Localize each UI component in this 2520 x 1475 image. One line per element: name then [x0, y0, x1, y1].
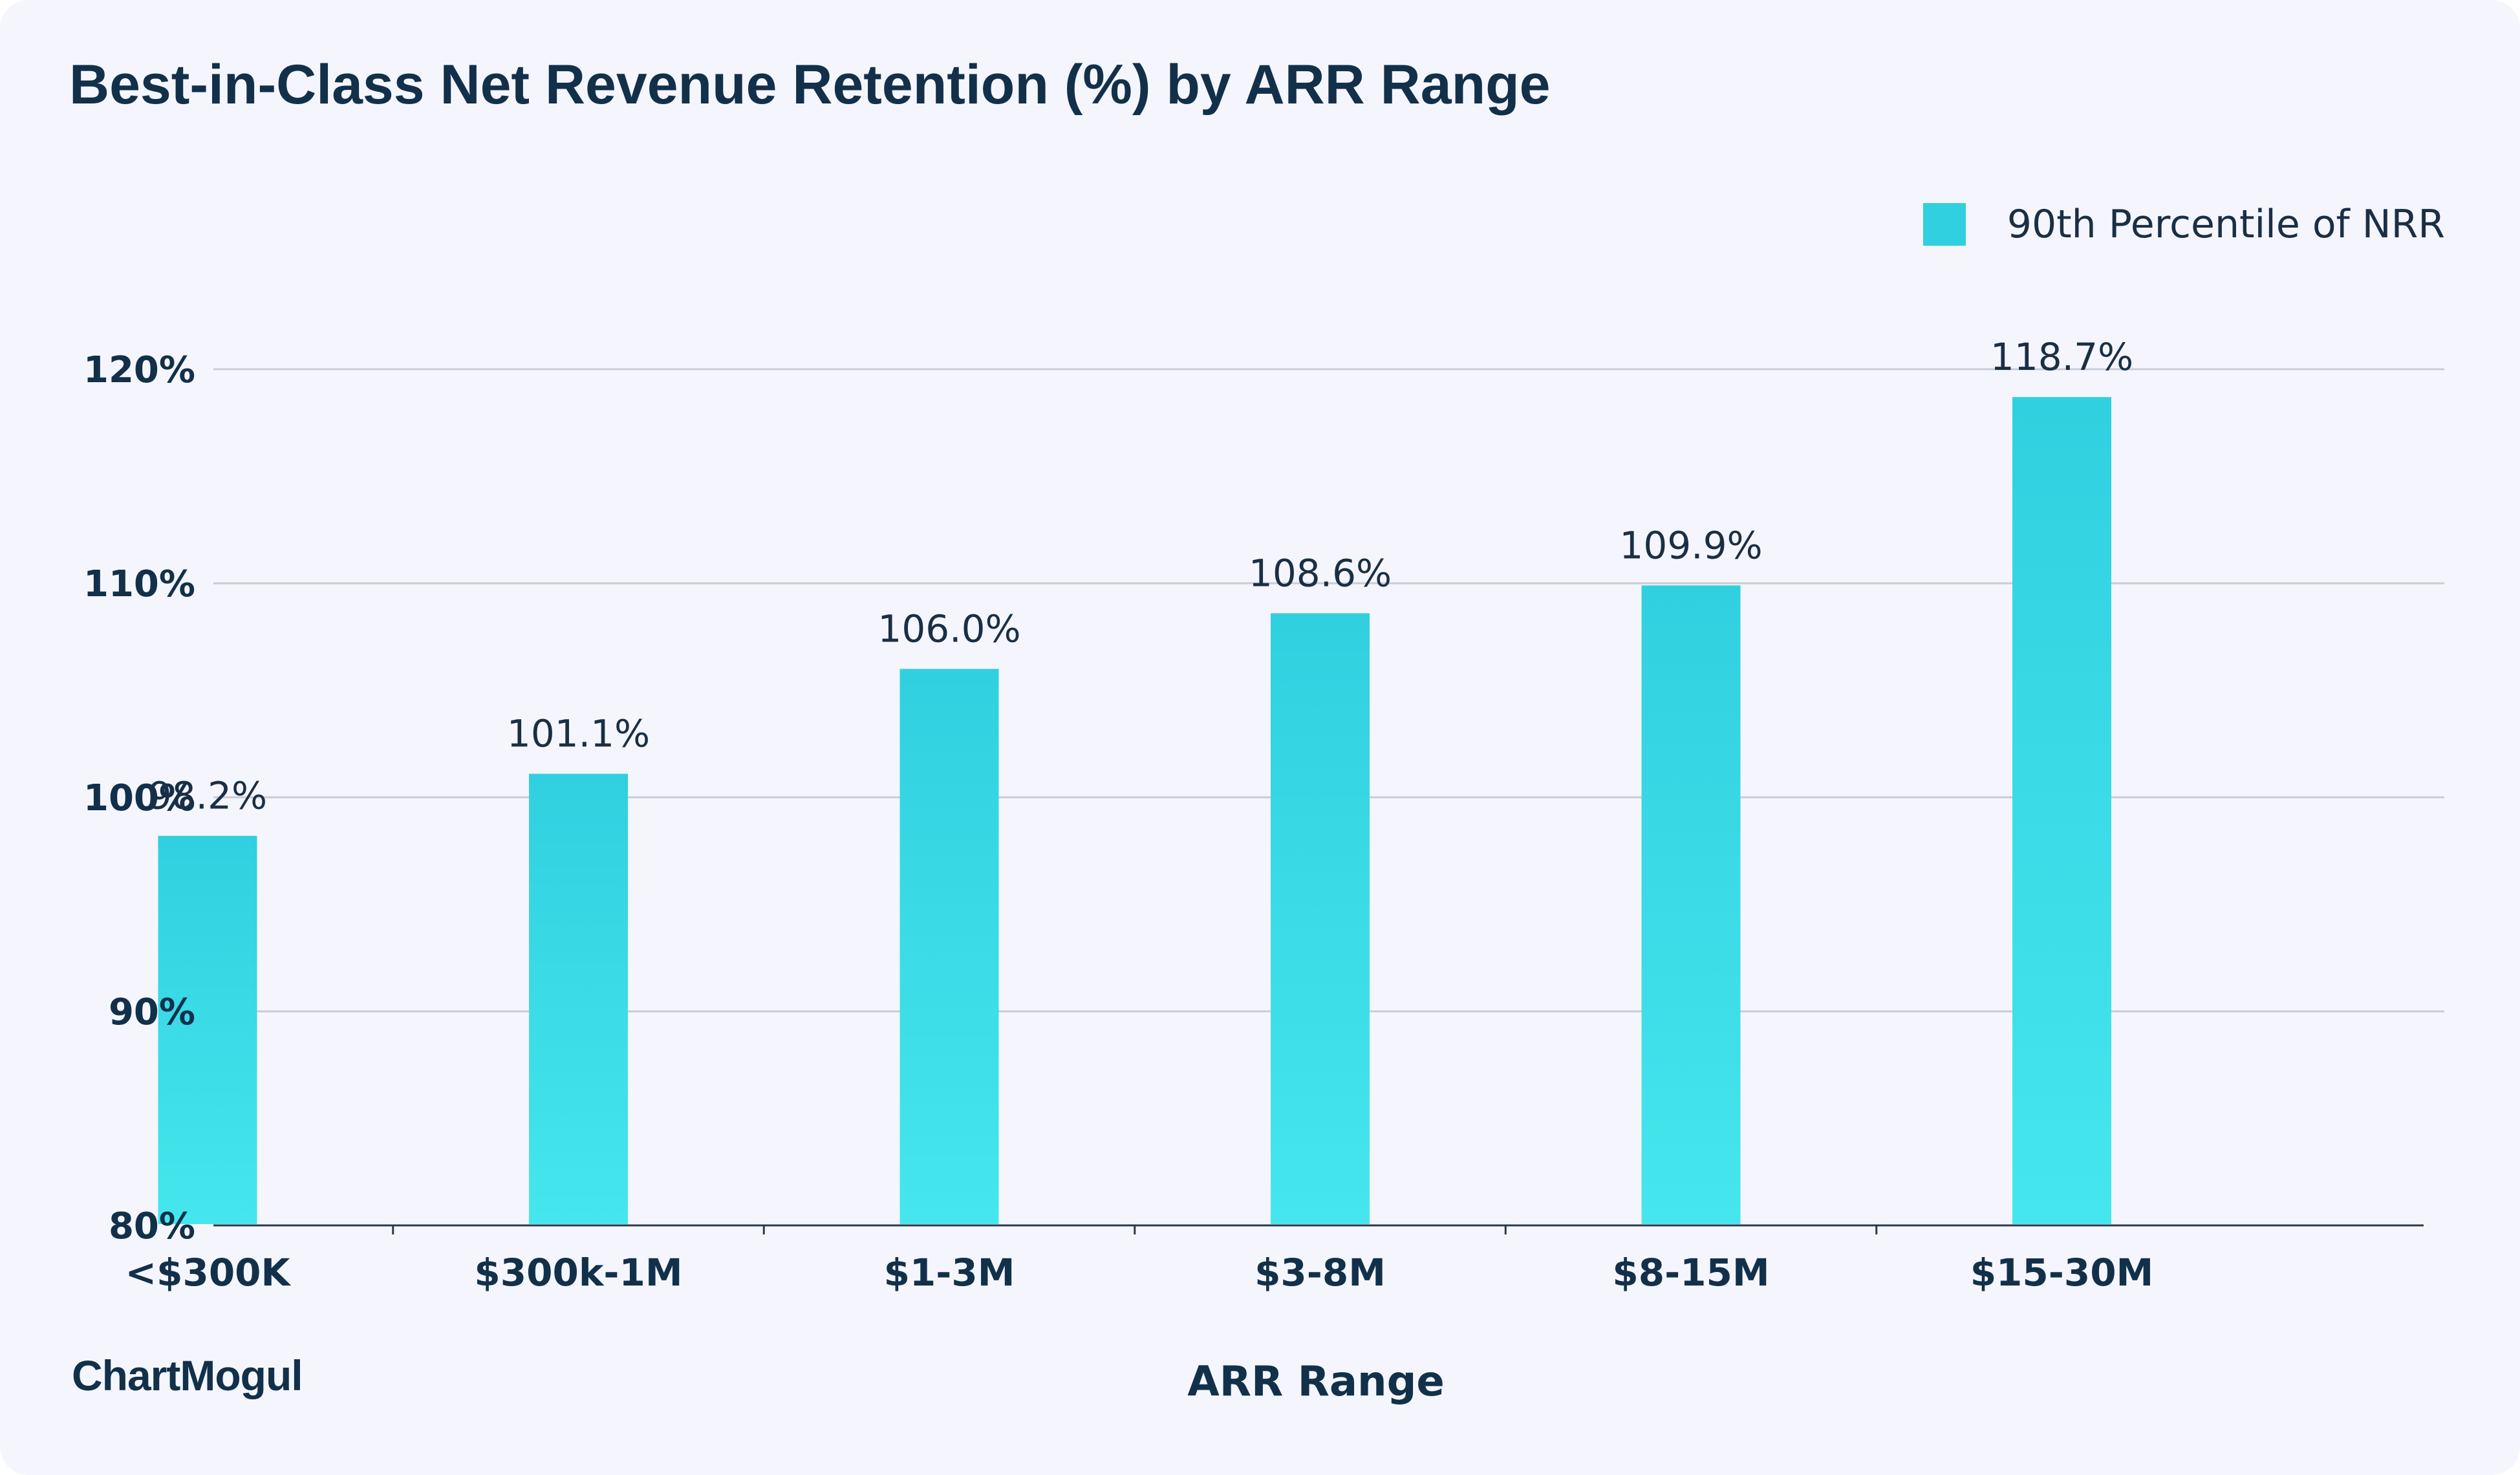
bar	[899, 669, 999, 1224]
data-label: 101.1%	[507, 712, 650, 756]
x-tick-label: $3-8M	[1255, 1251, 1386, 1295]
x-tick-label: $1-3M	[884, 1251, 1015, 1295]
chart-title: Best-in-Class Net Revenue Retention (%) …	[69, 54, 1551, 116]
x-tick-label: $8-15M	[1612, 1251, 1769, 1295]
data-label: 106.0%	[878, 607, 1020, 651]
bar	[2012, 397, 2111, 1224]
data-label: 118.7%	[1990, 335, 2133, 379]
data-label: 109.9%	[1619, 523, 1762, 567]
chartmogul-logo: ChartMogul	[72, 1351, 303, 1399]
labels: 80% 90% 100% 110% 120% 98.2% <$300K 101.1% $300k…	[83, 335, 2153, 1406]
y-tick-label: 120%	[83, 349, 195, 391]
data-label: 108.6%	[1249, 551, 1392, 595]
legend-label: 90th Percentile of NRR	[2007, 202, 2445, 247]
bar	[1271, 613, 1370, 1224]
legend-swatch	[1922, 203, 1966, 246]
x-tick-label: $15-30M	[1970, 1251, 2154, 1295]
x-axis-title: ARR Range	[1187, 1358, 1445, 1406]
x-axis	[213, 1224, 2424, 1234]
bar	[529, 773, 628, 1224]
bar	[1641, 585, 1741, 1224]
bars	[158, 397, 2111, 1224]
x-tick-label: $300k-1M	[474, 1251, 682, 1295]
bar	[158, 835, 257, 1224]
y-tick-label: 100%	[83, 777, 195, 819]
x-tick-label: <$300K	[125, 1251, 292, 1295]
y-tick-label: 90%	[109, 991, 195, 1033]
legend: 90th Percentile of NRR	[1922, 202, 2445, 247]
y-tick-label: 110%	[83, 563, 195, 605]
data-label: 98.2%	[148, 774, 267, 818]
y-tick-label: 80%	[109, 1205, 195, 1247]
